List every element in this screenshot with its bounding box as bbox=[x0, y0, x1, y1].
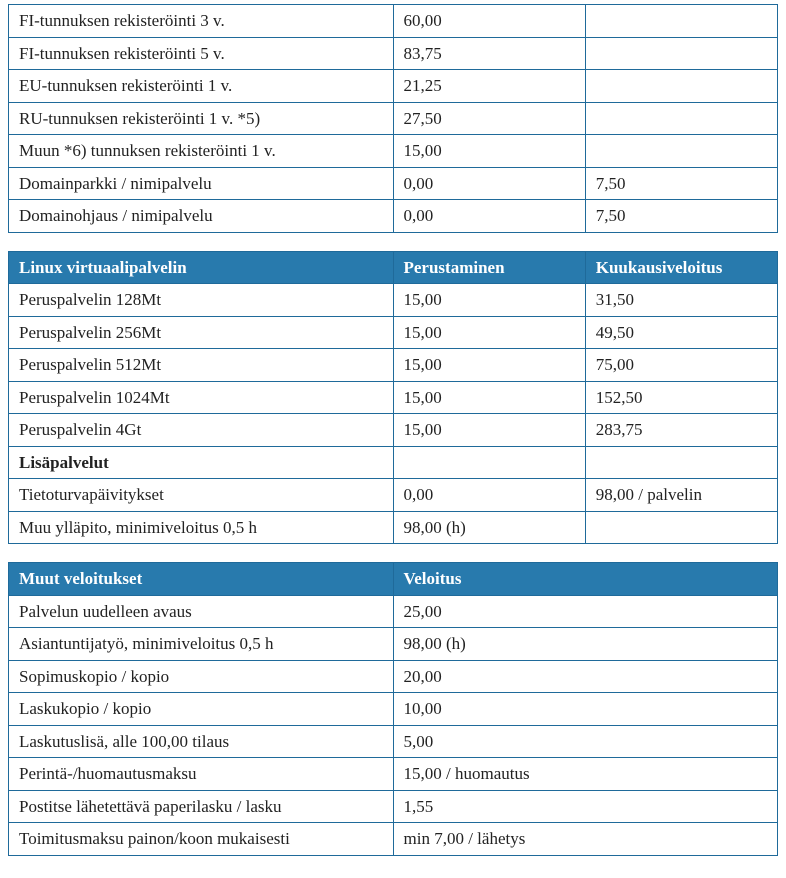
cell-value: 75,00 bbox=[585, 349, 777, 382]
column-header: Muut veloitukset bbox=[9, 563, 394, 596]
table-row: Peruspalvelin 1024Mt 15,00 152,50 bbox=[9, 381, 778, 414]
cell-label: Asiantuntijatyö, minimiveloitus 0,5 h bbox=[9, 628, 394, 661]
pricing-table-other: Muut veloitukset Veloitus Palvelun uudel… bbox=[8, 562, 778, 856]
cell-value: 27,50 bbox=[393, 102, 585, 135]
cell-value: 5,00 bbox=[393, 725, 778, 758]
cell-label: Peruspalvelin 1024Mt bbox=[9, 381, 394, 414]
cell-value: 49,50 bbox=[585, 316, 777, 349]
table-row: Peruspalvelin 128Mt 15,00 31,50 bbox=[9, 284, 778, 317]
column-header: Perustaminen bbox=[393, 251, 585, 284]
table-row: Domainparkki / nimipalvelu 0,00 7,50 bbox=[9, 167, 778, 200]
table-row: RU-tunnuksen rekisteröinti 1 v. *5) 27,5… bbox=[9, 102, 778, 135]
cell-label: Domainparkki / nimipalvelu bbox=[9, 167, 394, 200]
column-header: Linux virtuaalipalvelin bbox=[9, 251, 394, 284]
table-header-row: Muut veloitukset Veloitus bbox=[9, 563, 778, 596]
cell-label: Tietoturvapäivitykset bbox=[9, 479, 394, 512]
cell-value: 283,75 bbox=[585, 414, 777, 447]
cell-value: 7,50 bbox=[585, 200, 777, 233]
cell-value: 60,00 bbox=[393, 5, 585, 38]
cell-label: Sopimuskopio / kopio bbox=[9, 660, 394, 693]
table-row: FI-tunnuksen rekisteröinti 3 v. 60,00 bbox=[9, 5, 778, 38]
cell-value: 15,00 bbox=[393, 316, 585, 349]
cell-label: FI-tunnuksen rekisteröinti 5 v. bbox=[9, 37, 394, 70]
table-row: Muun *6) tunnuksen rekisteröinti 1 v. 15… bbox=[9, 135, 778, 168]
cell-value bbox=[585, 446, 777, 479]
table-row: Perintä-/huomautusmaksu 15,00 / huomautu… bbox=[9, 758, 778, 791]
cell-value: 83,75 bbox=[393, 37, 585, 70]
cell-value: 98,00 / palvelin bbox=[585, 479, 777, 512]
table-row: Laskukopio / kopio 10,00 bbox=[9, 693, 778, 726]
table-row: Muu ylläpito, minimiveloitus 0,5 h 98,00… bbox=[9, 511, 778, 544]
cell-label: RU-tunnuksen rekisteröinti 1 v. *5) bbox=[9, 102, 394, 135]
cell-label: EU-tunnuksen rekisteröinti 1 v. bbox=[9, 70, 394, 103]
cell-label: Postitse lähetettävä paperilasku / lasku bbox=[9, 790, 394, 823]
pricing-table-vps: Linux virtuaalipalvelin Perustaminen Kuu… bbox=[8, 251, 778, 545]
cell-value bbox=[585, 37, 777, 70]
cell-subheader: Lisäpalvelut bbox=[9, 446, 394, 479]
cell-value: 98,00 (h) bbox=[393, 628, 778, 661]
cell-label: Peruspalvelin 4Gt bbox=[9, 414, 394, 447]
cell-value: 15,00 bbox=[393, 349, 585, 382]
cell-value: 21,25 bbox=[393, 70, 585, 103]
table-row: Sopimuskopio / kopio 20,00 bbox=[9, 660, 778, 693]
cell-label: Peruspalvelin 256Mt bbox=[9, 316, 394, 349]
cell-label: Peruspalvelin 512Mt bbox=[9, 349, 394, 382]
cell-value bbox=[585, 5, 777, 38]
table-row: Laskutuslisä, alle 100,00 tilaus 5,00 bbox=[9, 725, 778, 758]
cell-value bbox=[585, 102, 777, 135]
cell-label: FI-tunnuksen rekisteröinti 3 v. bbox=[9, 5, 394, 38]
table-row: Tietoturvapäivitykset 0,00 98,00 / palve… bbox=[9, 479, 778, 512]
cell-label: Palvelun uudelleen avaus bbox=[9, 595, 394, 628]
table-row: Peruspalvelin 4Gt 15,00 283,75 bbox=[9, 414, 778, 447]
cell-value: 25,00 bbox=[393, 595, 778, 628]
cell-label: Peruspalvelin 128Mt bbox=[9, 284, 394, 317]
cell-value: 20,00 bbox=[393, 660, 778, 693]
table-row: FI-tunnuksen rekisteröinti 5 v. 83,75 bbox=[9, 37, 778, 70]
table-row: Domainohjaus / nimipalvelu 0,00 7,50 bbox=[9, 200, 778, 233]
cell-value: 0,00 bbox=[393, 167, 585, 200]
column-header: Kuukausiveloitus bbox=[585, 251, 777, 284]
cell-value bbox=[585, 511, 777, 544]
cell-label: Perintä-/huomautusmaksu bbox=[9, 758, 394, 791]
cell-value: 15,00 bbox=[393, 284, 585, 317]
column-header: Veloitus bbox=[393, 563, 778, 596]
pricing-table-domains: FI-tunnuksen rekisteröinti 3 v. 60,00 FI… bbox=[8, 4, 778, 233]
cell-value: 7,50 bbox=[585, 167, 777, 200]
cell-value: 152,50 bbox=[585, 381, 777, 414]
table-row: Postitse lähetettävä paperilasku / lasku… bbox=[9, 790, 778, 823]
cell-label: Muu ylläpito, minimiveloitus 0,5 h bbox=[9, 511, 394, 544]
table-row: Lisäpalvelut bbox=[9, 446, 778, 479]
cell-value: 15,00 bbox=[393, 414, 585, 447]
cell-value: 15,00 / huomautus bbox=[393, 758, 778, 791]
cell-value: 15,00 bbox=[393, 135, 585, 168]
table-row: Peruspalvelin 512Mt 15,00 75,00 bbox=[9, 349, 778, 382]
cell-value: 0,00 bbox=[393, 479, 585, 512]
cell-value bbox=[585, 70, 777, 103]
cell-value: 15,00 bbox=[393, 381, 585, 414]
table-row: EU-tunnuksen rekisteröinti 1 v. 21,25 bbox=[9, 70, 778, 103]
cell-value: 0,00 bbox=[393, 200, 585, 233]
cell-value: 10,00 bbox=[393, 693, 778, 726]
cell-value: 98,00 (h) bbox=[393, 511, 585, 544]
cell-value: 31,50 bbox=[585, 284, 777, 317]
table-row: Peruspalvelin 256Mt 15,00 49,50 bbox=[9, 316, 778, 349]
cell-value bbox=[585, 135, 777, 168]
cell-value: 1,55 bbox=[393, 790, 778, 823]
cell-label: Laskukopio / kopio bbox=[9, 693, 394, 726]
table-header-row: Linux virtuaalipalvelin Perustaminen Kuu… bbox=[9, 251, 778, 284]
cell-label: Domainohjaus / nimipalvelu bbox=[9, 200, 394, 233]
cell-value bbox=[393, 446, 585, 479]
table-row: Palvelun uudelleen avaus 25,00 bbox=[9, 595, 778, 628]
cell-label: Laskutuslisä, alle 100,00 tilaus bbox=[9, 725, 394, 758]
table-row: Asiantuntijatyö, minimiveloitus 0,5 h 98… bbox=[9, 628, 778, 661]
cell-label: Muun *6) tunnuksen rekisteröinti 1 v. bbox=[9, 135, 394, 168]
